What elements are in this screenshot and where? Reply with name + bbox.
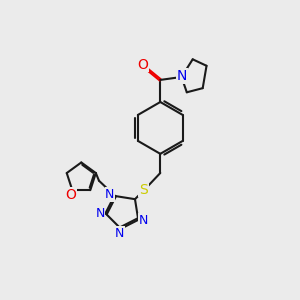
Text: N: N bbox=[95, 207, 105, 220]
Text: N: N bbox=[115, 227, 124, 240]
Text: O: O bbox=[65, 188, 76, 202]
Text: O: O bbox=[137, 58, 148, 72]
Text: N: N bbox=[177, 69, 187, 83]
Text: S: S bbox=[139, 183, 148, 197]
Text: N: N bbox=[139, 214, 148, 227]
Text: N: N bbox=[105, 188, 115, 201]
